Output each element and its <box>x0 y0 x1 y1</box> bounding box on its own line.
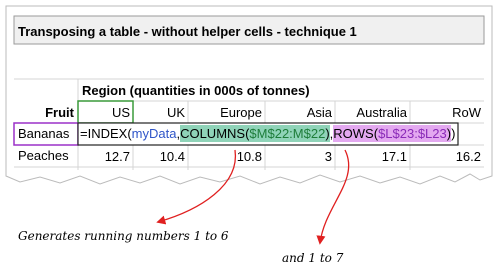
title-box <box>13 15 485 45</box>
header-cell: Europe <box>220 105 262 120</box>
title: Transposing a table - without helper cel… <box>18 24 357 39</box>
cell: 16.2 <box>455 149 481 164</box>
header-cell: Fruit <box>45 105 74 120</box>
formula-part: $L$23:$L23 <box>378 125 447 142</box>
header-cell: Asia <box>306 105 332 120</box>
header-cell: US <box>111 105 130 120</box>
annotation: Generates running numbers 1 to 6 <box>18 229 229 243</box>
arrow <box>156 149 236 225</box>
header-cell: Australia <box>356 105 407 120</box>
cell: 12.7 <box>104 149 130 164</box>
formula: =INDEX(myData,COLUMNS($M$22:M$22),ROWS($… <box>80 124 455 144</box>
cell: 10.8 <box>236 149 262 164</box>
annotation: and 1 to 7 <box>282 251 344 265</box>
header-cell: RoW <box>452 105 481 120</box>
cell: 10.4 <box>159 149 185 164</box>
formula-part: ) <box>451 126 456 141</box>
formula-part: COLUMNS( <box>180 125 250 142</box>
formula-part: , <box>176 126 181 141</box>
formula-part: ) <box>325 125 330 142</box>
formula-part: , <box>329 126 334 141</box>
cell: 17.1 <box>381 149 407 164</box>
header-cell: UK <box>166 105 185 120</box>
formula-part: $M$22:M$22 <box>249 125 326 142</box>
formula-part: ROWS( <box>333 125 379 142</box>
cell: 3 <box>324 149 332 164</box>
formula-part: =INDEX( <box>80 126 132 141</box>
row-label: Bananas <box>18 126 70 141</box>
row-label: Peaches <box>18 148 69 163</box>
arrow <box>316 149 350 245</box>
formula-part: myData <box>131 126 177 141</box>
region-label: Region (quantities in 000s of tonnes) <box>82 83 310 98</box>
formula-part: ) <box>446 125 452 142</box>
